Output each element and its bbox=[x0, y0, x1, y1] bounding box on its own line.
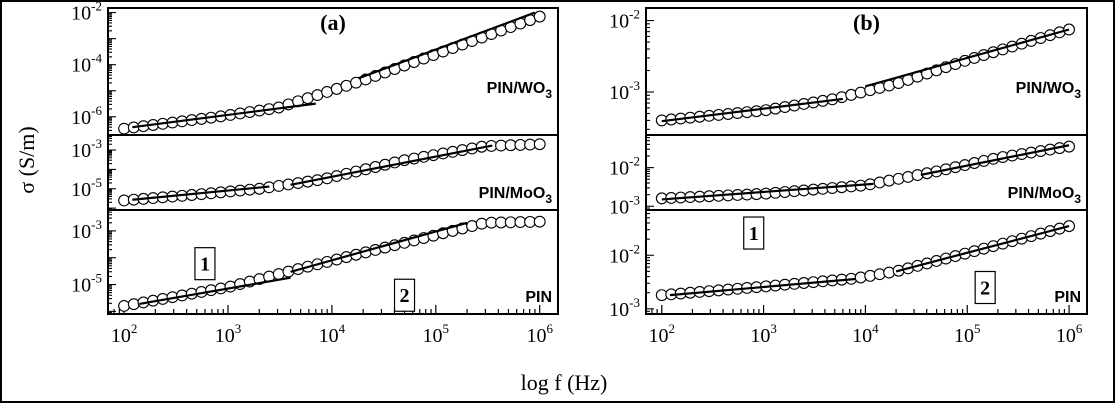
panel-b: 102 103 104 105 106 10-2 10-3 PIN/WO3 10-2 10-3 PI… bbox=[609, 7, 1088, 347]
fit-line-2 bbox=[290, 221, 468, 273]
data-point bbox=[118, 299, 131, 312]
region-label: 1 bbox=[200, 254, 210, 276]
panel-frame bbox=[107, 7, 559, 315]
series-label: PIN/MoO3 bbox=[479, 185, 553, 206]
region-label: 2 bbox=[400, 285, 410, 307]
series-label: PIN/MoO3 bbox=[1008, 185, 1082, 206]
x-tick-label: 103 bbox=[215, 321, 242, 347]
region-box bbox=[743, 216, 765, 250]
subplot-pin-wo3: 10-2 10-3 PIN/WO3 bbox=[609, 7, 1081, 130]
subplot-pin-moo3: 10-3 10-5 PIN/MoO3 bbox=[71, 134, 558, 211]
y-tick-label: 10-6 bbox=[71, 103, 102, 129]
y-tick-label: 10-4 bbox=[71, 51, 102, 77]
region-label: 1 bbox=[749, 223, 759, 245]
data-point bbox=[873, 176, 886, 189]
subplot-pin-moo3: 10-2 10-3 PIN/MoO3 bbox=[609, 134, 1087, 218]
fit-line-1 bbox=[132, 185, 270, 201]
panel-frame bbox=[645, 7, 1088, 315]
data-point bbox=[466, 220, 478, 233]
y-axis-title: σ (S/m) bbox=[14, 126, 39, 193]
fit-line-1 bbox=[132, 102, 316, 129]
fit-line-2 bbox=[895, 225, 1070, 273]
data-point bbox=[883, 174, 896, 187]
fit-line-1 bbox=[669, 277, 856, 297]
series-label: PIN/WO3 bbox=[1016, 80, 1082, 101]
plot-root: 102 103 104 105 10610-210-410-6PIN/WO310-310… bbox=[71, 0, 1088, 347]
y-tick-label: 10-2 bbox=[609, 7, 640, 33]
y-tick-label: 10-3 bbox=[609, 295, 640, 321]
region-label: 2 bbox=[980, 277, 990, 299]
x-tick-label: 103 bbox=[750, 321, 777, 347]
x-tick-label: 105 bbox=[423, 321, 450, 347]
data-point bbox=[533, 215, 546, 228]
x-tick-label: 106 bbox=[526, 321, 553, 347]
series-label: PIN bbox=[1054, 289, 1081, 306]
data-point bbox=[883, 266, 896, 279]
data-point bbox=[427, 149, 440, 162]
panel-label: (b) bbox=[853, 10, 880, 35]
fit-line-2 bbox=[290, 144, 493, 186]
y-tick-label: 10-2 bbox=[71, 0, 102, 25]
fit-line-2 bbox=[865, 28, 1070, 88]
y-tick-label: 10-2 bbox=[609, 154, 640, 180]
x-tick-label: 102 bbox=[649, 321, 676, 347]
subplot-pin: 10-2 10-3 PIN bbox=[609, 209, 1087, 321]
region-box bbox=[194, 247, 216, 281]
data-point bbox=[272, 179, 285, 192]
region-box bbox=[974, 270, 996, 305]
fit-line-2 bbox=[920, 144, 1070, 176]
y-tick-label: 10-5 bbox=[71, 271, 102, 297]
series-label: PIN bbox=[525, 289, 552, 306]
data-point bbox=[127, 298, 140, 311]
y-tick-label: 10-2 bbox=[609, 241, 640, 267]
region-box bbox=[393, 278, 416, 312]
y-tick-label: 10-3 bbox=[71, 136, 102, 162]
data-point bbox=[118, 122, 131, 135]
x-tick-label: 104 bbox=[319, 321, 346, 347]
y-tick-label: 10-3 bbox=[609, 78, 640, 104]
fit-line-2 bbox=[358, 11, 536, 80]
x-tick-label: 104 bbox=[852, 321, 879, 347]
subplot-pin-wo3: 10-2 10-4 10-6 PIN/WO3 bbox=[71, 0, 553, 136]
data-point bbox=[533, 138, 546, 151]
data-point bbox=[475, 217, 488, 230]
fit-line-1 bbox=[661, 97, 843, 123]
x-axis-title: log f (Hz) bbox=[521, 370, 608, 395]
series-label: PIN/WO3 bbox=[487, 80, 553, 101]
data-point bbox=[902, 170, 914, 183]
data-point bbox=[272, 268, 285, 281]
y-tick-label: 10-5 bbox=[71, 175, 102, 201]
y-tick-label: 10-3 bbox=[71, 217, 102, 243]
fit-line-1 bbox=[139, 276, 291, 306]
panel-a: 102 103 104 105 10610-210-410-6PIN/WO310-310… bbox=[71, 0, 559, 347]
y-tick-label: 10-3 bbox=[609, 192, 640, 218]
x-tick-label: 106 bbox=[1056, 321, 1083, 347]
panel-label: (a) bbox=[320, 10, 346, 35]
fit-line-1 bbox=[661, 182, 874, 201]
data-point bbox=[892, 172, 905, 185]
x-tick-label: 105 bbox=[954, 321, 981, 347]
subplot-pin: 10-3 10-5 PIN bbox=[71, 209, 558, 315]
data-point bbox=[533, 10, 546, 23]
x-tick-label: 102 bbox=[111, 321, 138, 347]
